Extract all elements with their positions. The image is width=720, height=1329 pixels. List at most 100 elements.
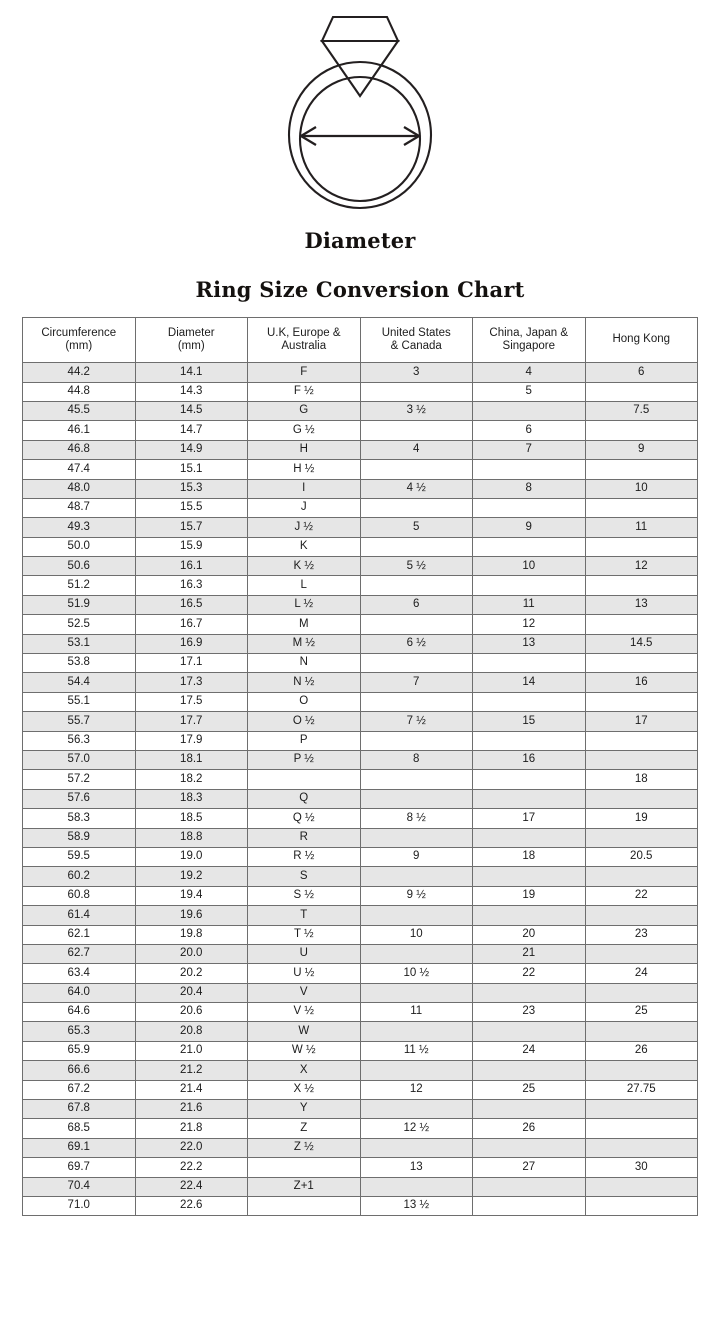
ring-size-conversion-table: Circumference (mm) Diameter (mm) U.K, Eu… bbox=[22, 317, 698, 1217]
page-title: Ring Size Conversion Chart bbox=[195, 277, 525, 303]
cell-united-states-canada bbox=[359, 1021, 473, 1042]
title-block: Diameter Ring Size Conversion Chart bbox=[0, 229, 720, 301]
column-header-uk-line1: U.K, Europe & bbox=[266, 326, 341, 339]
cell-diameter: 14.9 bbox=[134, 439, 248, 461]
cell-uk-europe-australia: R ½ bbox=[247, 846, 361, 868]
cell-value: 19 bbox=[634, 811, 648, 824]
cell-diameter: 17.7 bbox=[134, 711, 248, 732]
cell-value: 6 ½ bbox=[406, 637, 426, 650]
table-row: 46.8 14.9 H 4 7 9 bbox=[22, 439, 698, 461]
cell-united-states-canada bbox=[359, 497, 473, 519]
cell-value: 9 ½ bbox=[406, 889, 426, 902]
cell-circumference: 69.1 bbox=[22, 1137, 136, 1159]
cell-hong-kong: 24 bbox=[584, 963, 698, 984]
table-row: 57.0 18.1 P ½ 8 16 bbox=[22, 749, 698, 771]
cell-uk-europe-australia: M bbox=[247, 614, 361, 635]
cell-china-japan-singapore: 19 bbox=[472, 885, 586, 907]
cell-value: R bbox=[299, 830, 308, 843]
cell-value: 57.0 bbox=[67, 753, 90, 766]
cell-value: 63.4 bbox=[67, 966, 90, 979]
column-header-china-line1: China, Japan & bbox=[489, 326, 569, 339]
table-row: 59.5 19.0 R ½ 9 18 20.5 bbox=[22, 846, 698, 868]
cell-value: 44.2 bbox=[67, 365, 90, 378]
cell-hong-kong bbox=[584, 420, 698, 441]
cell-value: 7 bbox=[413, 675, 420, 688]
cell-diameter: 21.2 bbox=[134, 1060, 248, 1081]
cell-china-japan-singapore: 21 bbox=[472, 943, 586, 965]
cell-hong-kong bbox=[584, 1176, 698, 1197]
cell-hong-kong: 27.75 bbox=[584, 1079, 698, 1101]
cell-value: 69.7 bbox=[67, 1160, 90, 1173]
cell-uk-europe-australia: F bbox=[247, 362, 361, 383]
table-row: 57.6 18.3 Q bbox=[22, 788, 698, 810]
cell-diameter: 15.9 bbox=[134, 536, 248, 558]
table-row: 56.3 17.9 P bbox=[22, 730, 698, 752]
cell-diameter: 19.6 bbox=[134, 905, 248, 926]
cell-value: 9 bbox=[525, 520, 532, 533]
cell-value: 57.2 bbox=[67, 772, 90, 785]
cell-china-japan-singapore bbox=[472, 827, 586, 848]
cell-hong-kong bbox=[584, 1060, 698, 1081]
cell-circumference: 59.5 bbox=[22, 846, 136, 868]
cell-diameter: 15.3 bbox=[134, 478, 248, 499]
cell-china-japan-singapore: 12 bbox=[472, 614, 586, 635]
column-header-uk-europe-australia: U.K, Europe & Australia bbox=[247, 317, 361, 364]
cell-value: J ½ bbox=[294, 520, 314, 533]
cell-value: 5 bbox=[525, 384, 532, 397]
cell-diameter: 18.5 bbox=[134, 808, 248, 829]
cell-uk-europe-australia: P ½ bbox=[247, 749, 361, 771]
cell-value: 49.3 bbox=[67, 520, 90, 533]
table-row: 62.7 20.0 U 21 bbox=[22, 943, 698, 965]
cell-hong-kong bbox=[584, 381, 698, 402]
cell-value: 19.2 bbox=[180, 869, 203, 882]
table-row: 70.4 22.4 Z+1 bbox=[22, 1176, 698, 1197]
cell-uk-europe-australia: H ½ bbox=[247, 459, 361, 480]
cell-value: P ½ bbox=[293, 753, 314, 766]
cell-united-states-canada bbox=[359, 691, 473, 713]
cell-diameter: 20.8 bbox=[134, 1021, 248, 1042]
cell-value: 15.3 bbox=[180, 481, 203, 494]
cell-value: 56.3 bbox=[67, 734, 90, 747]
cell-hong-kong bbox=[584, 1099, 698, 1120]
cell-diameter: 15.1 bbox=[134, 459, 248, 480]
cell-value: 14.9 bbox=[180, 443, 203, 456]
cell-united-states-canada: 6 bbox=[359, 594, 473, 616]
cell-value: Q bbox=[299, 792, 309, 805]
cell-value: 45.5 bbox=[67, 404, 90, 417]
cell-value: Z ½ bbox=[293, 1141, 314, 1154]
cell-china-japan-singapore: 15 bbox=[472, 711, 586, 732]
cell-china-japan-singapore bbox=[472, 769, 586, 790]
cell-value: 5 bbox=[413, 520, 420, 533]
cell-value: 21.2 bbox=[180, 1063, 203, 1076]
cell-hong-kong bbox=[584, 575, 698, 596]
column-header-us-line2: & Canada bbox=[390, 340, 442, 353]
cell-value: 4 bbox=[413, 443, 420, 456]
cell-diameter: 15.5 bbox=[134, 497, 248, 519]
cell-china-japan-singapore bbox=[472, 400, 586, 422]
cell-china-japan-singapore: 26 bbox=[472, 1118, 586, 1139]
cell-circumference: 66.6 bbox=[22, 1060, 136, 1081]
cell-united-states-canada bbox=[359, 614, 473, 635]
cell-hong-kong: 25 bbox=[584, 1002, 698, 1023]
cell-circumference: 57.6 bbox=[22, 788, 136, 810]
cell-diameter: 15.7 bbox=[134, 517, 248, 538]
cell-value: 52.5 bbox=[67, 617, 90, 630]
table-row: 64.6 20.6 V ½ 11 23 25 bbox=[22, 1002, 698, 1023]
column-header-china-japan-singapore: China, Japan & Singapore bbox=[472, 317, 586, 364]
cell-value: 19.8 bbox=[180, 927, 203, 940]
cell-united-states-canada: 7 ½ bbox=[359, 711, 473, 732]
cell-diameter: 16.7 bbox=[134, 614, 248, 635]
cell-uk-europe-australia: T bbox=[247, 905, 361, 926]
cell-value: 14 bbox=[522, 675, 536, 688]
cell-value: 22 bbox=[522, 966, 536, 979]
cell-united-states-canada: 4 bbox=[359, 439, 473, 461]
cell-hong-kong bbox=[584, 653, 698, 674]
cell-united-states-canada: 6 ½ bbox=[359, 633, 473, 655]
cell-china-japan-singapore bbox=[472, 1176, 586, 1197]
cell-value: 8 bbox=[525, 481, 532, 494]
gem-crown-icon bbox=[320, 15, 400, 43]
cell-united-states-canada: 9 bbox=[359, 846, 473, 868]
table-row: 62.1 19.8 T ½ 10 20 23 bbox=[22, 924, 698, 945]
cell-china-japan-singapore bbox=[472, 905, 586, 926]
cell-value: 50.0 bbox=[67, 540, 90, 553]
